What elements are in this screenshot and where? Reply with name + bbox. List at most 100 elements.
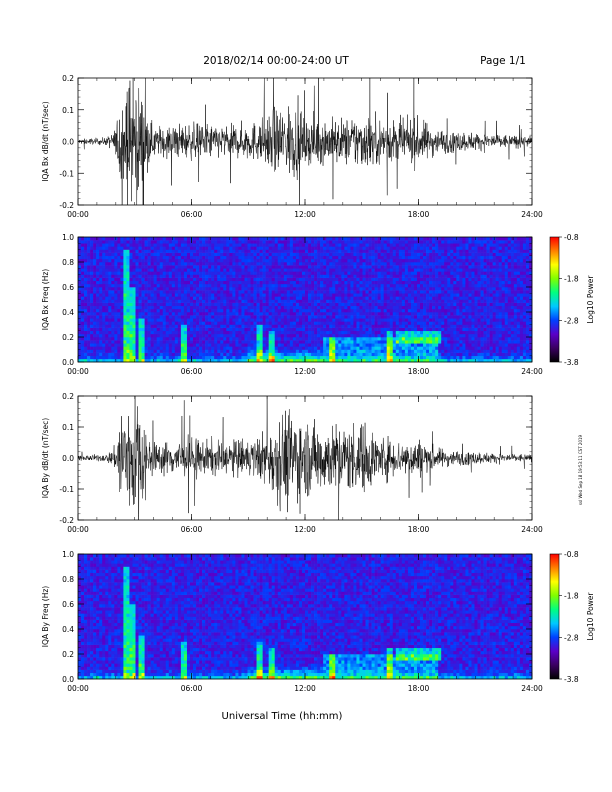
spectrogram-cell	[111, 358, 115, 363]
spectrogram-cell	[398, 321, 403, 325]
spectrogram-cell	[123, 308, 127, 313]
spectrogram-cell	[232, 321, 236, 325]
spectrogram-cell	[205, 349, 209, 353]
spectrogram-cell	[129, 324, 133, 328]
spectrogram-cell	[114, 246, 118, 250]
spectrogram-cell	[320, 355, 324, 360]
spectrogram-cell	[347, 274, 351, 278]
spectrogram-cell	[308, 252, 312, 257]
spectrogram-cell	[347, 308, 351, 313]
spectrogram-cell	[350, 290, 354, 294]
spectrogram-cell	[432, 296, 436, 300]
spectrogram-cell	[344, 258, 348, 263]
spectrogram-cell	[329, 349, 333, 353]
spectrogram-cell	[144, 318, 148, 322]
spectrogram-cell	[232, 358, 236, 363]
spectrogram-cell	[420, 283, 424, 288]
spectrogram-cell	[386, 283, 391, 288]
spectrogram-cell	[123, 290, 127, 294]
spectrogram-cell	[395, 252, 400, 257]
spectrogram-cell	[308, 349, 312, 353]
spectrogram-cell	[247, 249, 251, 253]
spectrogram-cell	[362, 280, 366, 285]
spectrogram-cell	[226, 305, 230, 310]
spectrogram-cell	[426, 287, 430, 291]
spectrogram-cell	[386, 312, 391, 316]
spectrogram-cell	[205, 262, 209, 266]
spectrogram-cell	[371, 330, 375, 335]
spectrogram-cell	[150, 246, 154, 250]
spectrogram-cell	[374, 290, 378, 294]
spectrogram-cell	[350, 283, 354, 288]
spectrogram-cell	[305, 240, 309, 244]
spectrogram-cell	[120, 346, 124, 350]
spectrogram-cell	[359, 302, 363, 307]
spectrogram-cell	[186, 358, 191, 363]
spectrogram-cell	[153, 287, 157, 291]
spectrogram-cell	[401, 237, 406, 241]
spectrogram-cell	[383, 280, 388, 285]
spectrogram-cell	[180, 237, 185, 241]
spectrogram-cell	[162, 296, 167, 300]
spectrogram-cell	[347, 255, 351, 260]
spectrogram-cell	[392, 324, 397, 328]
spectrogram-cell	[383, 349, 388, 353]
spectrogram-cell	[84, 337, 88, 341]
spectrogram-cell	[223, 287, 227, 291]
spectrogram-cell	[416, 268, 421, 272]
spectrogram-cell	[84, 324, 88, 328]
spectrogram-cell	[247, 308, 251, 313]
spectrogram-cell	[301, 302, 306, 307]
spectrogram-cell	[401, 358, 406, 363]
spectrogram-cell	[371, 274, 375, 278]
spectrogram-cell	[262, 340, 266, 344]
spectrogram-cell	[199, 249, 203, 253]
spectrogram-cell	[429, 318, 433, 322]
spectrogram-cell	[253, 299, 257, 303]
spectrogram-cell	[90, 268, 94, 272]
spectrogram-cell	[205, 299, 209, 303]
spectrogram-cell	[329, 352, 333, 357]
spectrogram-cell	[432, 333, 436, 338]
spectrogram-cell	[211, 283, 215, 288]
spectrogram-cell	[317, 274, 321, 278]
spectrogram-cell	[96, 283, 100, 288]
spectrogram-cell	[413, 352, 418, 357]
spectrogram-cell	[365, 358, 369, 363]
spectrogram-cell	[186, 333, 191, 338]
spectrogram-cell	[126, 296, 130, 300]
spectrogram-cell	[202, 330, 206, 335]
spectrogram-cell	[180, 249, 185, 253]
spectrogram-cell	[132, 349, 136, 353]
spectrogram-cell	[323, 277, 327, 282]
spectrogram-cell	[401, 330, 406, 335]
spectrogram-cell	[90, 330, 94, 335]
spectrogram-cell	[96, 308, 100, 313]
spectrogram-cell	[168, 237, 173, 241]
spectrogram-cell	[108, 349, 112, 353]
spectrogram-cell	[286, 327, 291, 332]
spectrogram-cell	[286, 252, 291, 257]
spectrogram-cell	[274, 283, 279, 288]
spectrogram-cell	[271, 283, 276, 288]
spectrogram-cell	[165, 280, 170, 285]
spectrogram-cell	[183, 355, 188, 360]
spectrogram-cell	[177, 243, 182, 247]
spectrogram-cell	[111, 246, 115, 250]
spectrogram-cell	[435, 321, 439, 325]
spectrogram-cell	[241, 265, 245, 269]
spectrogram-cell	[305, 330, 309, 335]
spectrogram-cell	[377, 258, 381, 263]
spectrogram-cell	[202, 337, 206, 341]
spectrogram-cell	[295, 243, 300, 247]
spectrogram-cell	[87, 277, 91, 282]
spectrogram-cell	[329, 343, 333, 347]
spectrogram-cell	[371, 324, 375, 328]
spectrogram-cell	[377, 352, 381, 357]
spectrogram-cell	[423, 330, 427, 335]
spectrogram-cell	[362, 293, 366, 297]
spectrogram-cell	[171, 283, 176, 288]
spectrogram-cell	[335, 333, 339, 338]
spectrogram-cell	[177, 321, 182, 325]
spectrogram-cell	[329, 312, 333, 316]
